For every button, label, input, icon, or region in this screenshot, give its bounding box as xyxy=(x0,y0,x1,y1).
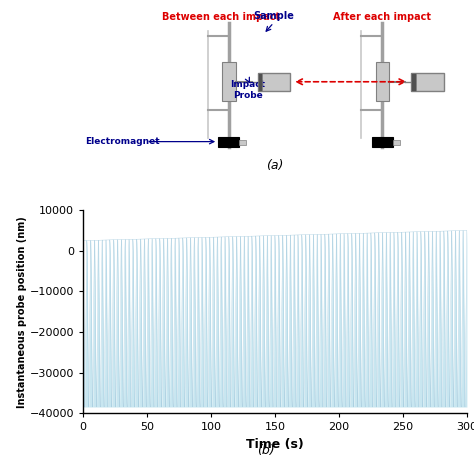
Bar xyxy=(239,140,246,145)
Text: Electromagnet: Electromagnet xyxy=(85,137,159,146)
Text: (a): (a) xyxy=(266,159,283,172)
Text: Between each impact: Between each impact xyxy=(162,11,280,22)
X-axis label: Time (s): Time (s) xyxy=(246,438,304,451)
Bar xyxy=(375,62,389,101)
Bar xyxy=(393,140,400,145)
Text: Sample: Sample xyxy=(253,11,294,21)
Text: After each impact: After each impact xyxy=(333,11,431,22)
Bar xyxy=(219,137,239,146)
Text: Impact
Probe: Impact Probe xyxy=(230,79,265,100)
Bar xyxy=(411,73,416,91)
Y-axis label: Instantaneous probe position (nm): Instantaneous probe position (nm) xyxy=(17,216,27,408)
Bar xyxy=(222,62,236,101)
Bar xyxy=(372,137,393,146)
Bar xyxy=(411,73,444,91)
Bar xyxy=(258,73,290,91)
Bar xyxy=(258,73,262,91)
Text: (b): (b) xyxy=(256,444,274,457)
